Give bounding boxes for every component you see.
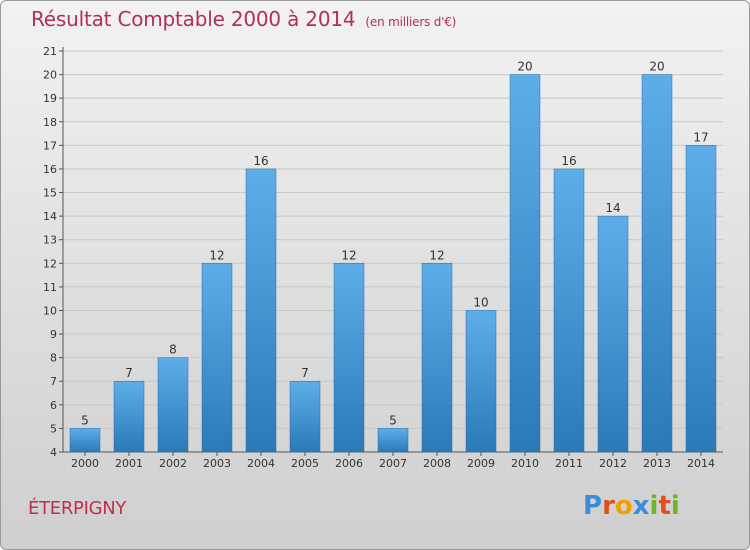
x-tick-label-2002: 2002: [159, 457, 187, 470]
data-label-2004: 16: [253, 154, 268, 168]
logo-letter: x: [632, 491, 650, 521]
bar-2009: [465, 310, 497, 453]
bar-2002: [157, 357, 189, 453]
data-label-2001: 7: [125, 366, 133, 380]
data-label-2013: 20: [649, 60, 664, 74]
bar-2012: [597, 215, 629, 453]
commune-name: ÉTERPIGNY: [28, 498, 127, 519]
data-label-2011: 16: [561, 154, 576, 168]
data-label-2009: 10: [473, 295, 488, 309]
x-tick-label-2014: 2014: [687, 457, 715, 470]
x-tick-label-2012: 2012: [599, 457, 627, 470]
data-label-2003: 12: [209, 248, 224, 262]
x-tick-label-2005: 2005: [291, 457, 319, 470]
y-tick-label: 15: [43, 187, 57, 200]
y-tick-label: 5: [50, 422, 57, 435]
x-tick-label-2006: 2006: [335, 457, 363, 470]
bar-2006: [333, 263, 365, 453]
logo-letter: t: [658, 491, 671, 521]
x-tick-label-2011: 2011: [555, 457, 583, 470]
data-label-2014: 17: [693, 130, 708, 144]
y-tick-label: 19: [43, 92, 57, 105]
bar-2003: [201, 263, 233, 453]
x-tick-label-2001: 2001: [115, 457, 143, 470]
bar-2013: [641, 74, 673, 453]
bar-2010: [509, 74, 541, 453]
y-tick-label: 8: [50, 352, 57, 365]
bar-2004: [245, 168, 277, 453]
data-label-2000: 5: [81, 413, 89, 427]
y-tick-label: 12: [43, 257, 57, 270]
y-tick-label: 9: [50, 328, 57, 341]
chart-title: Résultat Comptable 2000 à 2014 (en millie…: [31, 7, 456, 31]
y-tick-label: 4: [50, 446, 57, 459]
y-tick-label: 16: [43, 163, 57, 176]
bar-2014: [685, 145, 717, 453]
x-tick-label-2009: 2009: [467, 457, 495, 470]
bar-2007: [377, 428, 409, 453]
bar-2011: [553, 168, 585, 453]
data-label-2002: 8: [169, 343, 177, 357]
logo-letter: r: [602, 491, 615, 521]
y-tick-label: 20: [43, 69, 57, 82]
x-tick-label-2007: 2007: [379, 457, 407, 470]
chart-unit: (en milliers d'€): [365, 15, 457, 29]
data-label-2012: 14: [605, 201, 620, 215]
x-tick-label-2013: 2013: [643, 457, 671, 470]
bar-2008: [421, 263, 453, 453]
logo-letter: i: [649, 491, 659, 521]
y-tick-label: 21: [43, 45, 57, 58]
bar-2005: [289, 380, 321, 453]
proxiti-logo[interactable]: Proxiti: [583, 491, 680, 521]
y-tick-label: 6: [50, 399, 57, 412]
y-tick-label: 11: [43, 281, 57, 294]
x-tick-label-2003: 2003: [203, 457, 231, 470]
data-label-2005: 7: [301, 366, 309, 380]
logo-letter: o: [614, 491, 633, 521]
x-tick-label-2010: 2010: [511, 457, 539, 470]
y-tick-label: 10: [43, 304, 57, 317]
logo-letter: i: [670, 491, 680, 521]
y-tick-label: 18: [43, 116, 57, 129]
y-tick-label: 14: [43, 210, 57, 223]
y-tick-label: 13: [43, 234, 57, 247]
y-tick-label: 17: [43, 139, 57, 152]
bar-2000: [69, 428, 101, 453]
x-tick-label-2000: 2000: [71, 457, 99, 470]
data-label-2006: 12: [341, 248, 356, 262]
logo-letter: P: [583, 491, 603, 521]
y-tick-label: 7: [50, 375, 57, 388]
x-tick-label-2004: 2004: [247, 457, 275, 470]
bar-2001: [113, 380, 145, 453]
data-label-2008: 12: [429, 248, 444, 262]
x-tick-label-2008: 2008: [423, 457, 451, 470]
chart-title-text: Résultat Comptable 2000 à 2014: [31, 7, 356, 31]
data-label-2007: 5: [389, 413, 397, 427]
data-label-2010: 20: [517, 60, 532, 74]
